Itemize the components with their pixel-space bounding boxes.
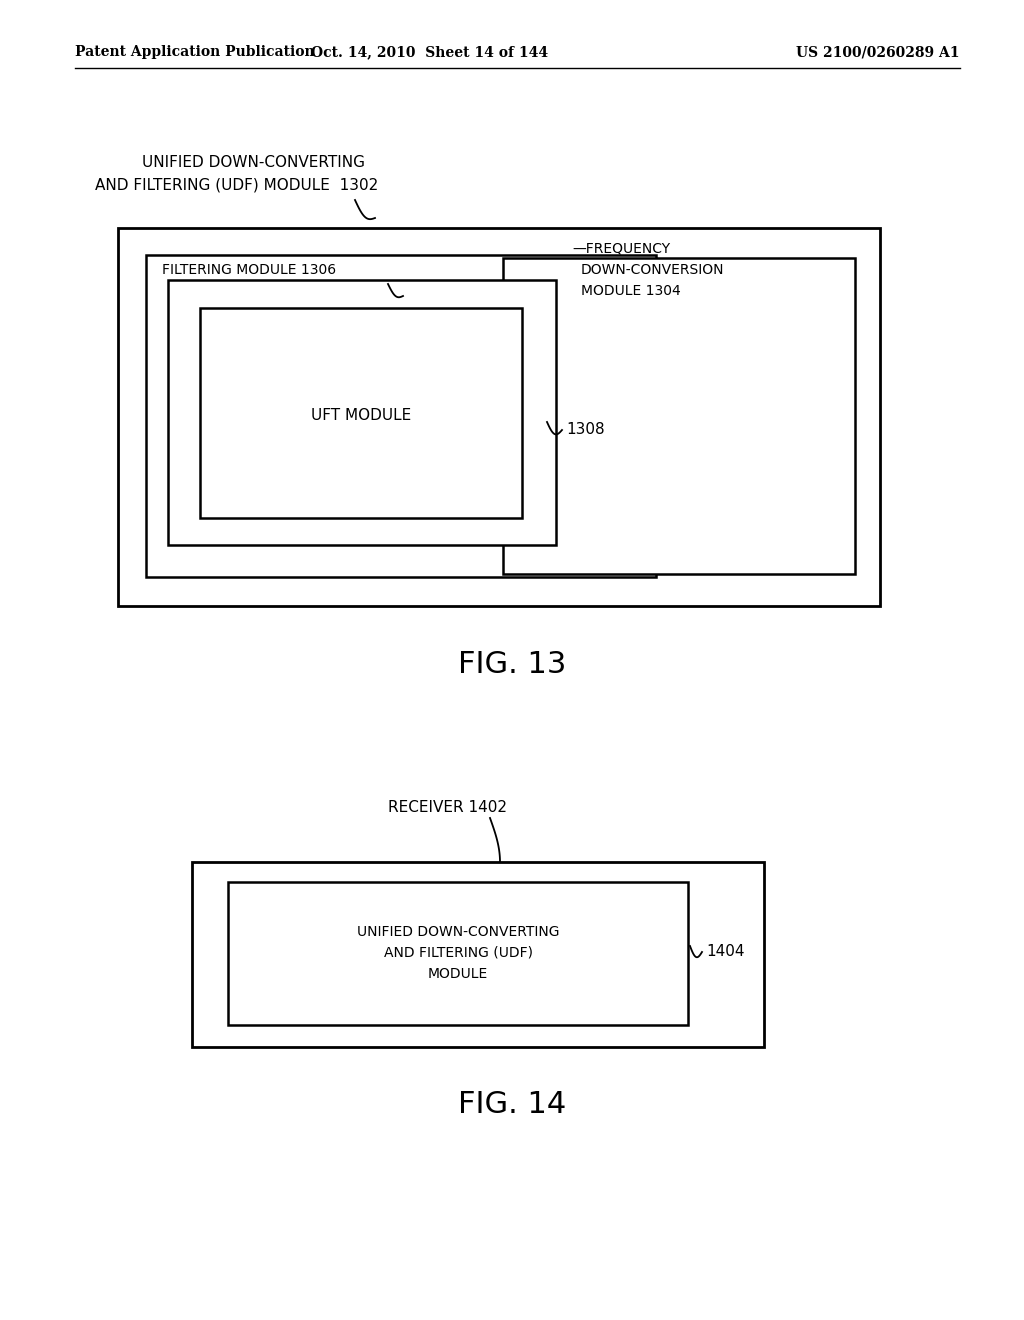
Text: UNIFIED DOWN-CONVERTING: UNIFIED DOWN-CONVERTING — [142, 154, 365, 170]
Text: UNIFIED DOWN-CONVERTING
AND FILTERING (UDF)
MODULE: UNIFIED DOWN-CONVERTING AND FILTERING (U… — [356, 925, 559, 981]
Bar — [228, 882, 688, 1026]
Text: US 2100/0260289 A1: US 2100/0260289 A1 — [797, 45, 961, 59]
Bar — [168, 280, 556, 545]
Text: —FREQUENCY: —FREQUENCY — [572, 242, 670, 256]
Bar — [118, 228, 880, 606]
Text: RECEIVER 1402: RECEIVER 1402 — [388, 800, 507, 814]
Text: MODULE 1304: MODULE 1304 — [581, 284, 681, 298]
Text: Patent Application Publication: Patent Application Publication — [75, 45, 314, 59]
Text: UFT MODULE: UFT MODULE — [311, 408, 411, 422]
Text: DOWN-CONVERSION: DOWN-CONVERSION — [581, 263, 725, 277]
Text: 1404: 1404 — [706, 945, 744, 960]
Text: FILTERING MODULE 1306: FILTERING MODULE 1306 — [162, 263, 336, 277]
Bar — [146, 255, 656, 577]
Text: FIG. 14: FIG. 14 — [458, 1090, 566, 1119]
Bar — [200, 308, 522, 517]
Text: AND FILTERING (UDF) MODULE  1302: AND FILTERING (UDF) MODULE 1302 — [95, 178, 378, 193]
Bar — [503, 257, 855, 574]
Text: 1308: 1308 — [566, 422, 604, 437]
Bar — [193, 862, 764, 1047]
Text: FIG. 13: FIG. 13 — [458, 649, 566, 678]
Text: Oct. 14, 2010  Sheet 14 of 144: Oct. 14, 2010 Sheet 14 of 144 — [311, 45, 549, 59]
